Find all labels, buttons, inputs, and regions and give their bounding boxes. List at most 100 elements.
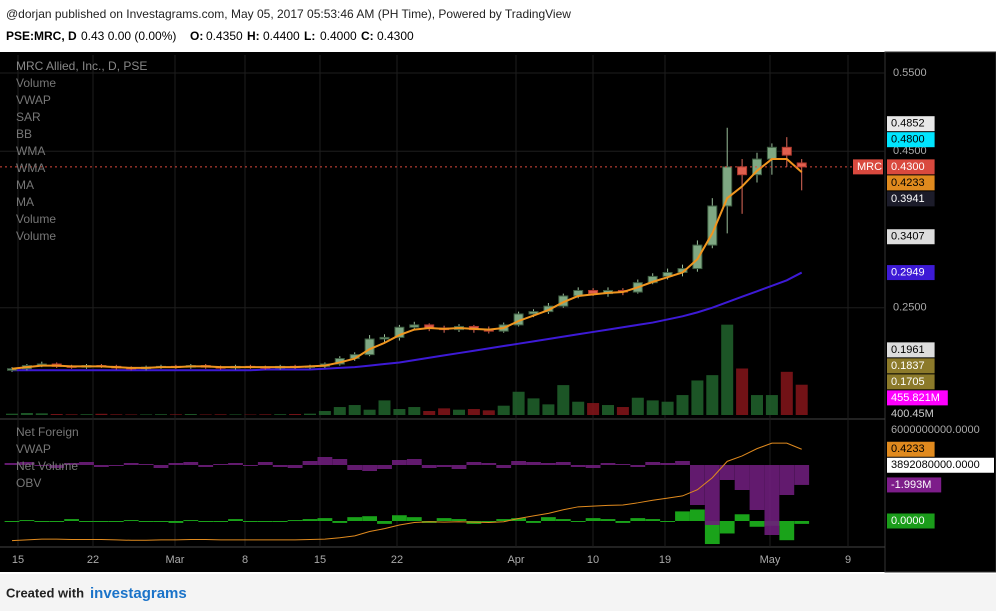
price-label-text: 3892080000.0000 bbox=[891, 459, 980, 471]
net-foreign-bar bbox=[526, 521, 541, 523]
symbol-tag-box bbox=[853, 159, 883, 175]
volume-bar bbox=[780, 371, 793, 415]
x-tick-label: 22 bbox=[391, 554, 403, 566]
net-volume-bar bbox=[794, 465, 810, 485]
x-tick-label: Mar bbox=[166, 554, 185, 566]
indicator-name: Volume bbox=[16, 229, 56, 243]
net-foreign-bar bbox=[570, 521, 586, 522]
net-volume-bar bbox=[749, 465, 765, 510]
net-foreign-bar bbox=[4, 521, 20, 522]
net-volume-bar bbox=[332, 459, 348, 465]
net-foreign-bar bbox=[511, 518, 526, 521]
ohlc-key: H: bbox=[247, 29, 260, 43]
ohlc-value: 0.4300 bbox=[377, 29, 414, 43]
volume-bar bbox=[527, 398, 540, 415]
price-label-text: 0.3407 bbox=[891, 231, 925, 243]
footer bbox=[0, 574, 996, 611]
net-foreign-bar bbox=[392, 515, 407, 521]
net-foreign-bar bbox=[779, 521, 795, 541]
price-label: 0.4300 MRC bbox=[853, 159, 935, 175]
net-foreign-bar bbox=[377, 521, 392, 524]
candle-body bbox=[543, 305, 554, 313]
net-foreign-bar bbox=[64, 519, 79, 521]
price-label-box bbox=[887, 132, 935, 148]
y-tick-label: 0.5500 bbox=[893, 67, 927, 79]
net-volume-bar bbox=[615, 464, 631, 465]
indicator-name: VWAP bbox=[16, 442, 51, 456]
price-label: 0.1961 bbox=[887, 342, 935, 358]
price-label-box bbox=[887, 159, 935, 175]
net-foreign-bar bbox=[541, 517, 556, 521]
indicator-name: BB bbox=[16, 127, 32, 141]
net-volume-bar bbox=[496, 465, 512, 468]
candle-body bbox=[394, 326, 405, 338]
price-label: 3892080000.0000 bbox=[887, 457, 994, 473]
price-label-text: 0.1837 bbox=[891, 360, 925, 372]
net-volume-bar bbox=[272, 465, 288, 467]
volume-bar bbox=[65, 414, 78, 415]
net-volume-bar bbox=[153, 465, 169, 468]
volume-bar bbox=[467, 409, 480, 415]
volume-bar bbox=[616, 407, 629, 415]
net-volume-bar bbox=[719, 465, 735, 480]
volume-bar bbox=[557, 385, 570, 415]
x-tick-label: 9 bbox=[845, 554, 851, 566]
net-foreign-bar bbox=[49, 521, 65, 522]
net-foreign-bar bbox=[123, 520, 139, 522]
net-foreign-bar bbox=[362, 516, 377, 521]
x-tick-label: Apr bbox=[507, 554, 524, 566]
candle-body bbox=[766, 146, 777, 160]
x-tick-label: 8 bbox=[242, 554, 248, 566]
ohlc-line: PSE:MRC, D 0.43 0.00 (0.00%) O: 0.4350 H: 0… bbox=[6, 29, 414, 43]
volume-bar bbox=[438, 408, 451, 415]
net-foreign-bar bbox=[228, 519, 243, 521]
volume-bar bbox=[6, 413, 18, 415]
net-foreign-bar bbox=[630, 518, 646, 521]
net-foreign-bar bbox=[645, 519, 661, 521]
net-foreign-bar bbox=[19, 520, 35, 522]
volume-bar bbox=[631, 397, 644, 415]
net-volume-bar bbox=[630, 465, 646, 467]
net-foreign-bar bbox=[153, 521, 169, 522]
volume-bar bbox=[482, 410, 495, 415]
volume-bar bbox=[736, 368, 749, 415]
price-label-text: 0.1705 bbox=[891, 376, 925, 388]
net-volume-bar bbox=[570, 465, 586, 467]
volume-bar bbox=[572, 401, 585, 415]
net-volume-bar bbox=[64, 463, 79, 465]
price-label-text: 0.4233 bbox=[891, 443, 925, 455]
volume-bar bbox=[453, 409, 465, 415]
volume-bar bbox=[214, 414, 227, 415]
volume-bar bbox=[50, 414, 63, 415]
net-volume-bar bbox=[511, 461, 526, 465]
ohlc-key: L: bbox=[304, 29, 315, 43]
volume-bar bbox=[110, 414, 123, 415]
net-foreign-bar bbox=[690, 509, 705, 521]
volume-bar bbox=[333, 407, 346, 415]
footer-text: Created with bbox=[6, 585, 84, 600]
volume-bar bbox=[646, 400, 659, 415]
volume-bar bbox=[393, 409, 406, 415]
net-volume-bar bbox=[585, 465, 601, 468]
net-foreign-bar bbox=[108, 521, 124, 522]
price-label: 0.0000 bbox=[887, 513, 935, 529]
net-volume-bar bbox=[94, 465, 109, 467]
price-label: 400.45M bbox=[887, 406, 942, 422]
ohlc-value: 0.4400 bbox=[263, 29, 300, 43]
volume-bar bbox=[169, 414, 182, 415]
net-foreign-bar bbox=[94, 521, 109, 522]
price-label-box bbox=[887, 422, 994, 438]
net-volume-bar bbox=[198, 465, 214, 467]
price-label: 0.4852 bbox=[887, 116, 935, 132]
volume-bar bbox=[602, 405, 614, 415]
change: 0.43 0.00 (0.00%) bbox=[81, 29, 176, 43]
price-label: 455.821M bbox=[887, 390, 948, 406]
indicator-name: Volume bbox=[16, 212, 56, 226]
indicator-name: MA bbox=[16, 195, 34, 209]
net-volume-bar bbox=[213, 464, 228, 465]
net-volume-bar bbox=[34, 465, 50, 466]
net-volume-bar bbox=[734, 465, 750, 490]
volume-bar bbox=[676, 395, 689, 415]
